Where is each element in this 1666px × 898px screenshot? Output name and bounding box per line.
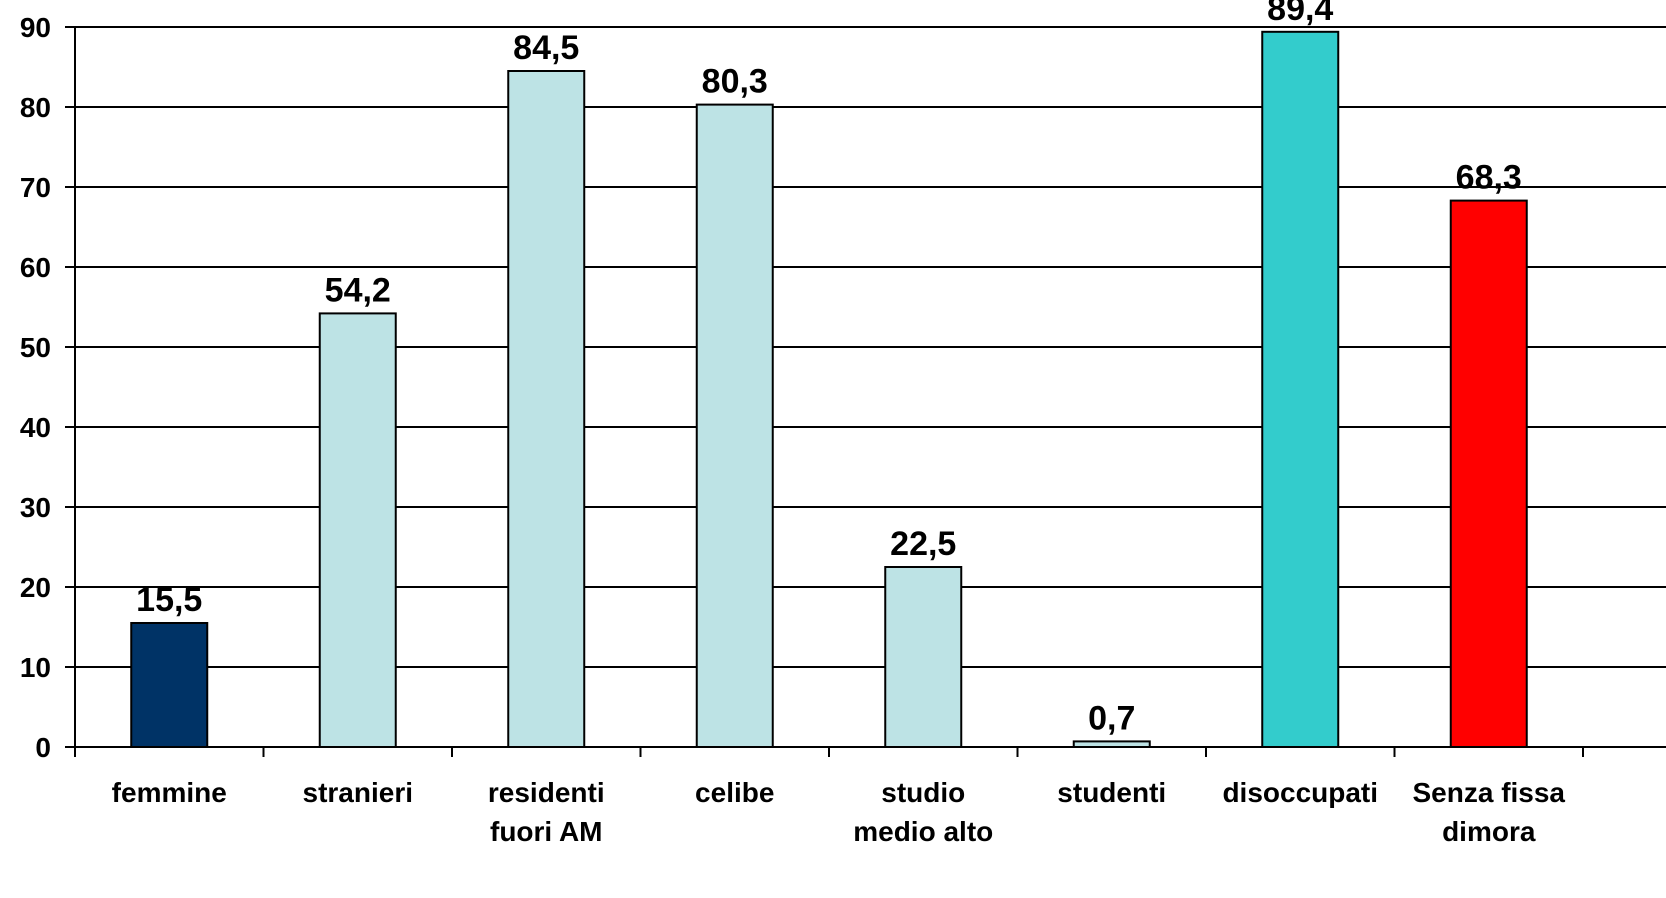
data-label: 80,3 [702,63,768,101]
category-label: Senza fissa [1412,777,1565,808]
bars [130,30,1528,749]
category-labels: femmine stranieri residenti fuori AM celibe s… [112,777,1566,847]
y-tick-label: 70 [20,172,51,203]
y-tick-label: 50 [20,332,51,363]
bar [884,566,963,748]
y-tick-labels: 0 10 20 30 40 50 60 70 80 90 [20,12,51,763]
bar [130,622,209,748]
y-tick-label: 10 [20,652,51,683]
y-tick-label: 0 [35,732,51,763]
data-label: 22,5 [890,525,956,563]
data-label: 89,4 [1267,0,1333,28]
bar [1449,199,1528,749]
y-tick-label: 30 [20,492,51,523]
bar [507,70,586,748]
axes [65,26,1666,757]
y-tick-label: 40 [20,412,51,443]
y-tick-label: 60 [20,252,51,283]
category-label: dimora [1442,816,1536,847]
category-label: celibe [695,777,774,808]
category-label: medio alto [853,816,993,847]
category-label: stranieri [303,777,414,808]
category-label: femmine [112,777,227,808]
category-label: residenti [488,777,605,808]
bar [695,103,774,749]
data-label: 54,2 [325,271,391,309]
category-label: studio [881,777,965,808]
data-label: 0,7 [1088,699,1135,737]
data-labels: 15,5 54,2 84,5 80,3 22,5 0,7 89,4 68,3 [136,0,1522,737]
data-label: 68,3 [1456,159,1522,197]
y-tick-label: 80 [20,92,51,123]
data-label: 84,5 [513,29,579,67]
y-tick-label: 90 [20,12,51,43]
gridlines [75,26,1666,668]
y-tick-label: 20 [20,572,51,603]
bar [1261,30,1340,749]
bar [318,312,397,748]
category-label: fuori AM [490,816,603,847]
data-label: 15,5 [136,581,202,619]
category-label: studenti [1057,777,1166,808]
category-label: disoccupati [1222,777,1378,808]
